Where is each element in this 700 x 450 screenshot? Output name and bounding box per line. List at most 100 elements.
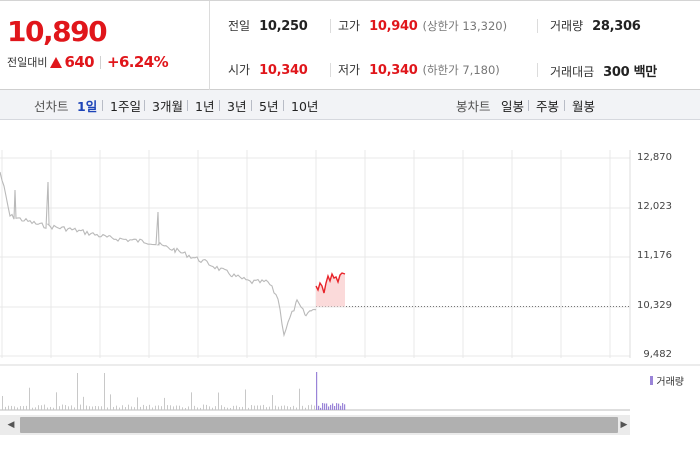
line-chart-label: 선차트 bbox=[34, 99, 69, 114]
volume-bar bbox=[23, 406, 24, 410]
volume-bar bbox=[332, 403, 334, 410]
scrollbar-thumb[interactable] bbox=[20, 417, 618, 433]
divider bbox=[102, 100, 103, 111]
volume-bar bbox=[65, 405, 66, 410]
volume-bar bbox=[137, 397, 138, 410]
divider bbox=[283, 100, 284, 111]
y-tick-label: 12,023 bbox=[637, 201, 672, 212]
volume-bar bbox=[104, 373, 105, 410]
low-label: 저가 bbox=[338, 63, 361, 77]
volume-bar bbox=[336, 403, 338, 410]
volume-bar bbox=[215, 406, 216, 410]
chart-toolbar: 선차트 1일 1주일 3개월 1년 3년 5년 10년 봉차트 일봉 주봉 월봉 bbox=[0, 90, 700, 120]
volume-bar bbox=[170, 405, 171, 410]
period-10y-tab[interactable]: 10년 bbox=[291, 99, 319, 114]
volume-bar bbox=[230, 407, 231, 410]
volume-bar bbox=[311, 404, 312, 410]
volume-bar bbox=[158, 405, 159, 410]
divider bbox=[564, 100, 565, 111]
price-box: 10,890 전일대비 640 +6.24% bbox=[0, 1, 210, 91]
volume-bar bbox=[14, 406, 15, 410]
volume-bar bbox=[263, 404, 264, 410]
volume-bar bbox=[95, 405, 96, 410]
period-1w-tab[interactable]: 1주일 bbox=[110, 99, 141, 114]
period-1d-tab[interactable]: 1일 bbox=[77, 99, 98, 114]
volume-bar bbox=[257, 405, 258, 410]
volume-bar bbox=[134, 407, 135, 410]
volume-bar bbox=[200, 407, 201, 410]
volume-bar bbox=[281, 405, 282, 410]
volume-bar bbox=[209, 406, 210, 410]
volume-bar bbox=[334, 406, 336, 410]
period-5y-tab[interactable]: 5년 bbox=[259, 99, 279, 114]
volume-bar bbox=[221, 405, 222, 410]
low-value: 10,340 bbox=[369, 63, 418, 78]
volume-bar bbox=[32, 407, 33, 410]
volume-bar bbox=[41, 405, 42, 410]
volume-bar bbox=[5, 406, 6, 410]
amount-value: 300 백만 bbox=[603, 65, 657, 80]
y-tick-label: 12,870 bbox=[637, 152, 672, 163]
volume-bar bbox=[101, 406, 102, 410]
candle-daily-tab[interactable]: 일봉 bbox=[501, 99, 525, 114]
quote-panel: 10,890 전일대비 640 +6.24% 전일 10,250 고가 10,9… bbox=[0, 0, 700, 91]
y-tick-label: 10,329 bbox=[637, 300, 672, 311]
amount-label: 거래대금 bbox=[550, 65, 595, 79]
volume-bar bbox=[299, 388, 300, 410]
volume-bar bbox=[266, 407, 267, 410]
scroll-right-arrow-icon[interactable]: ▶ bbox=[620, 420, 628, 430]
volume-bar bbox=[92, 406, 93, 410]
volume-bar bbox=[62, 404, 63, 410]
volume-bar bbox=[164, 397, 165, 410]
volume-bar bbox=[56, 392, 57, 410]
volume-bar bbox=[318, 405, 320, 410]
volume-bar bbox=[188, 406, 189, 410]
prev-close-cell: 전일 10,250 bbox=[228, 17, 308, 34]
prev-close-value: 10,250 bbox=[259, 19, 308, 34]
volume-bar bbox=[227, 407, 228, 410]
volume-bar bbox=[155, 405, 156, 410]
open-label: 시가 bbox=[228, 63, 251, 77]
volume-bar bbox=[182, 407, 183, 410]
period-3y-tab[interactable]: 3년 bbox=[227, 99, 247, 114]
volume-bar bbox=[342, 403, 344, 410]
volume-bar bbox=[44, 404, 45, 410]
volume-bar bbox=[152, 407, 153, 410]
volume-bar bbox=[302, 405, 303, 410]
volume-bar bbox=[338, 403, 340, 410]
volume-bar bbox=[140, 406, 141, 410]
chart-scrollbar[interactable]: ◀ ▶ bbox=[0, 415, 630, 435]
volume-bar bbox=[191, 392, 192, 410]
volume-bar bbox=[143, 404, 144, 410]
volume-bar bbox=[275, 405, 276, 410]
price-chart-canvas bbox=[0, 150, 700, 411]
volume-bar bbox=[68, 406, 69, 410]
volume-bar bbox=[179, 405, 180, 410]
price-chart[interactable]: 12,870 12,023 11,176 10,329 9,482 거래량 bbox=[0, 120, 700, 415]
volume-bar bbox=[326, 403, 328, 410]
period-3m-tab[interactable]: 3개월 bbox=[152, 99, 183, 114]
volume-bar bbox=[224, 406, 225, 410]
volume-bar bbox=[77, 373, 78, 410]
volume-bar bbox=[206, 404, 207, 410]
scroll-left-arrow-icon[interactable]: ◀ bbox=[7, 420, 15, 430]
volume-value: 28,306 bbox=[592, 19, 641, 34]
volume-bar bbox=[74, 407, 75, 410]
volume-bar bbox=[47, 407, 48, 410]
volume-legend: 거래량 bbox=[650, 373, 684, 388]
volume-bar bbox=[344, 404, 346, 410]
divider bbox=[537, 63, 538, 77]
volume-bar bbox=[35, 407, 36, 410]
volume-bar bbox=[86, 405, 87, 410]
period-1y-tab[interactable]: 1년 bbox=[195, 99, 215, 114]
change-label: 전일대비 bbox=[7, 56, 48, 69]
volume-bar bbox=[122, 405, 123, 410]
candle-monthly-tab[interactable]: 월봉 bbox=[572, 99, 596, 114]
low-cell: 저가 10,340 (하한가 7,180) bbox=[338, 61, 500, 78]
divider bbox=[251, 100, 252, 111]
volume-bar bbox=[293, 405, 294, 410]
divider bbox=[219, 100, 220, 111]
candle-weekly-tab[interactable]: 주봉 bbox=[536, 99, 560, 114]
volume-bar bbox=[53, 407, 54, 410]
divider bbox=[330, 19, 331, 33]
